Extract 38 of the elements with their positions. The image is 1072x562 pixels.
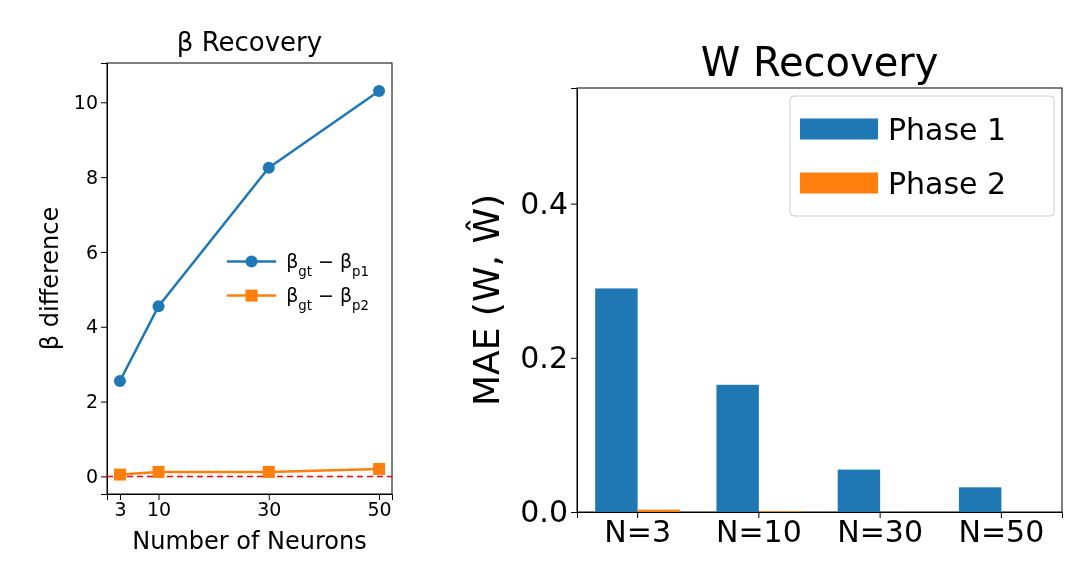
y-tick-label: 2 (85, 390, 98, 413)
bar (958, 487, 1002, 512)
point (152, 465, 165, 478)
point (262, 161, 275, 174)
y-tick-label: 6 (85, 240, 98, 263)
bar (716, 384, 759, 512)
legend-label: Phase 1 (888, 111, 1007, 147)
legend-label: β$_{gt}$ − β$_{p2}$ (286, 284, 370, 313)
y-axis-title: MAE (W, Ŵ) (465, 193, 507, 407)
x-tick-label: 50 (367, 498, 392, 521)
y-tick-label: 0 (85, 465, 98, 487)
y-tick-label: 10 (73, 90, 98, 113)
bar (595, 288, 638, 512)
legend-label: Phase 2 (888, 165, 1007, 201)
x-tick-label: N=10 (715, 514, 802, 550)
chart-title: W Recovery (700, 39, 939, 85)
x-axis-title: Number of Neurons (132, 527, 367, 555)
point (262, 465, 275, 478)
point (373, 462, 386, 475)
x-tick-label: 10 (146, 498, 172, 521)
x-tick-label: N=3 (604, 514, 671, 550)
y-tick-label: 8 (85, 165, 98, 188)
point (373, 85, 386, 98)
y-tick-label: 4 (85, 315, 98, 338)
legend-label: β$_{gt}$ − β$_{p1}$ (286, 250, 370, 279)
y-tick-label: 0.2 (520, 339, 568, 375)
bar (837, 469, 881, 512)
x-tick-label: 3 (114, 498, 127, 521)
y-axis-title: β difference (35, 206, 64, 351)
chart-title: β Recovery (176, 27, 323, 57)
y-tick-label: 0.0 (520, 494, 568, 530)
point (113, 375, 126, 388)
y-tick-label: 0.4 (520, 185, 568, 221)
x-tick-label: N=50 (958, 514, 1045, 550)
x-tick-label: 30 (257, 498, 282, 521)
point (152, 300, 165, 313)
x-tick-label: N=30 (837, 514, 924, 550)
point (113, 468, 126, 481)
